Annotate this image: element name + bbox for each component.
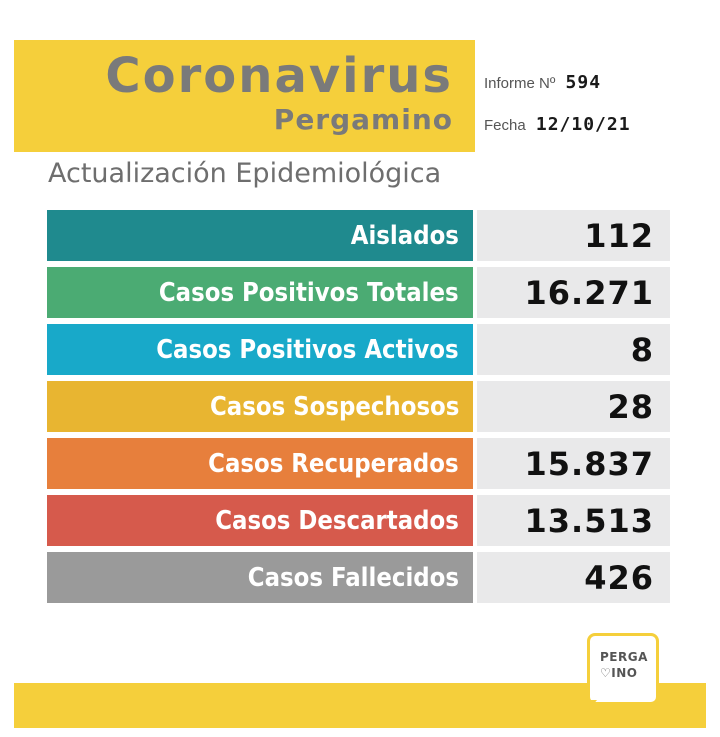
logo-text-top: PERGA	[600, 650, 648, 664]
stat-value-box: 8	[477, 324, 670, 375]
report-date-value: 12/10/21	[535, 114, 631, 135]
stat-row-recuperados: Casos Recuperados 15.837	[47, 438, 670, 489]
stat-row-fallecidos: Casos Fallecidos 426	[47, 552, 670, 603]
stat-label: Casos Positivos Activos	[156, 334, 459, 365]
report-date: Fecha 12/10/21	[484, 114, 631, 135]
stat-value: 28	[607, 387, 654, 426]
report-number-label: Informe Nº	[484, 75, 556, 92]
stat-label: Casos Recuperados	[208, 448, 459, 479]
report-date-label: Fecha	[484, 117, 526, 134]
stat-label-box: Casos Descartados	[47, 495, 473, 546]
stat-label-box: Casos Positivos Activos	[47, 324, 473, 375]
stat-label-box: Casos Fallecidos	[47, 552, 473, 603]
stat-label: Casos Fallecidos	[247, 562, 459, 593]
stat-label: Casos Descartados	[215, 505, 459, 536]
stat-value: 13.513	[524, 501, 654, 540]
stat-value: 8	[630, 330, 654, 369]
stat-value-box: 16.271	[477, 267, 670, 318]
stat-label: Casos Positivos Totales	[159, 277, 459, 308]
page-title: Coronavirus	[105, 48, 453, 104]
stat-value-box: 28	[477, 381, 670, 432]
logo-speech-tail	[587, 700, 597, 712]
report-number-value: 594	[565, 72, 602, 93]
stat-value-box: 15.837	[477, 438, 670, 489]
header-banner: Coronavirus Pergamino	[14, 40, 475, 152]
stat-value-box: 13.513	[477, 495, 670, 546]
stat-value: 112	[584, 216, 654, 255]
city-subtitle: Pergamino	[273, 103, 453, 136]
stat-row-positivos-activos: Casos Positivos Activos 8	[47, 324, 670, 375]
stat-label-box: Aislados	[47, 210, 473, 261]
stat-value: 426	[584, 558, 654, 597]
stat-label: Casos Sospechosos	[209, 391, 459, 422]
stat-row-positivos-totales: Casos Positivos Totales 16.271	[47, 267, 670, 318]
stat-label-box: Casos Recuperados	[47, 438, 473, 489]
logo-text-bottom: ♡INO	[600, 666, 638, 680]
stat-row-descartados: Casos Descartados 13.513	[47, 495, 670, 546]
stat-label: Aislados	[350, 220, 459, 251]
stat-label-box: Casos Sospechosos	[47, 381, 473, 432]
stat-row-sospechosos: Casos Sospechosos 28	[47, 381, 670, 432]
stat-value-box: 112	[477, 210, 670, 261]
stat-row-aislados: Aislados 112	[47, 210, 670, 261]
stat-value: 16.271	[524, 273, 654, 312]
stat-label-box: Casos Positivos Totales	[47, 267, 473, 318]
report-number: Informe Nº 594	[484, 72, 601, 93]
stat-value-box: 426	[477, 552, 670, 603]
pergamino-logo: PERGA ♡INO	[587, 633, 659, 705]
section-title: Actualización Epidemiológica	[48, 158, 442, 189]
stat-value: 15.837	[524, 444, 654, 483]
